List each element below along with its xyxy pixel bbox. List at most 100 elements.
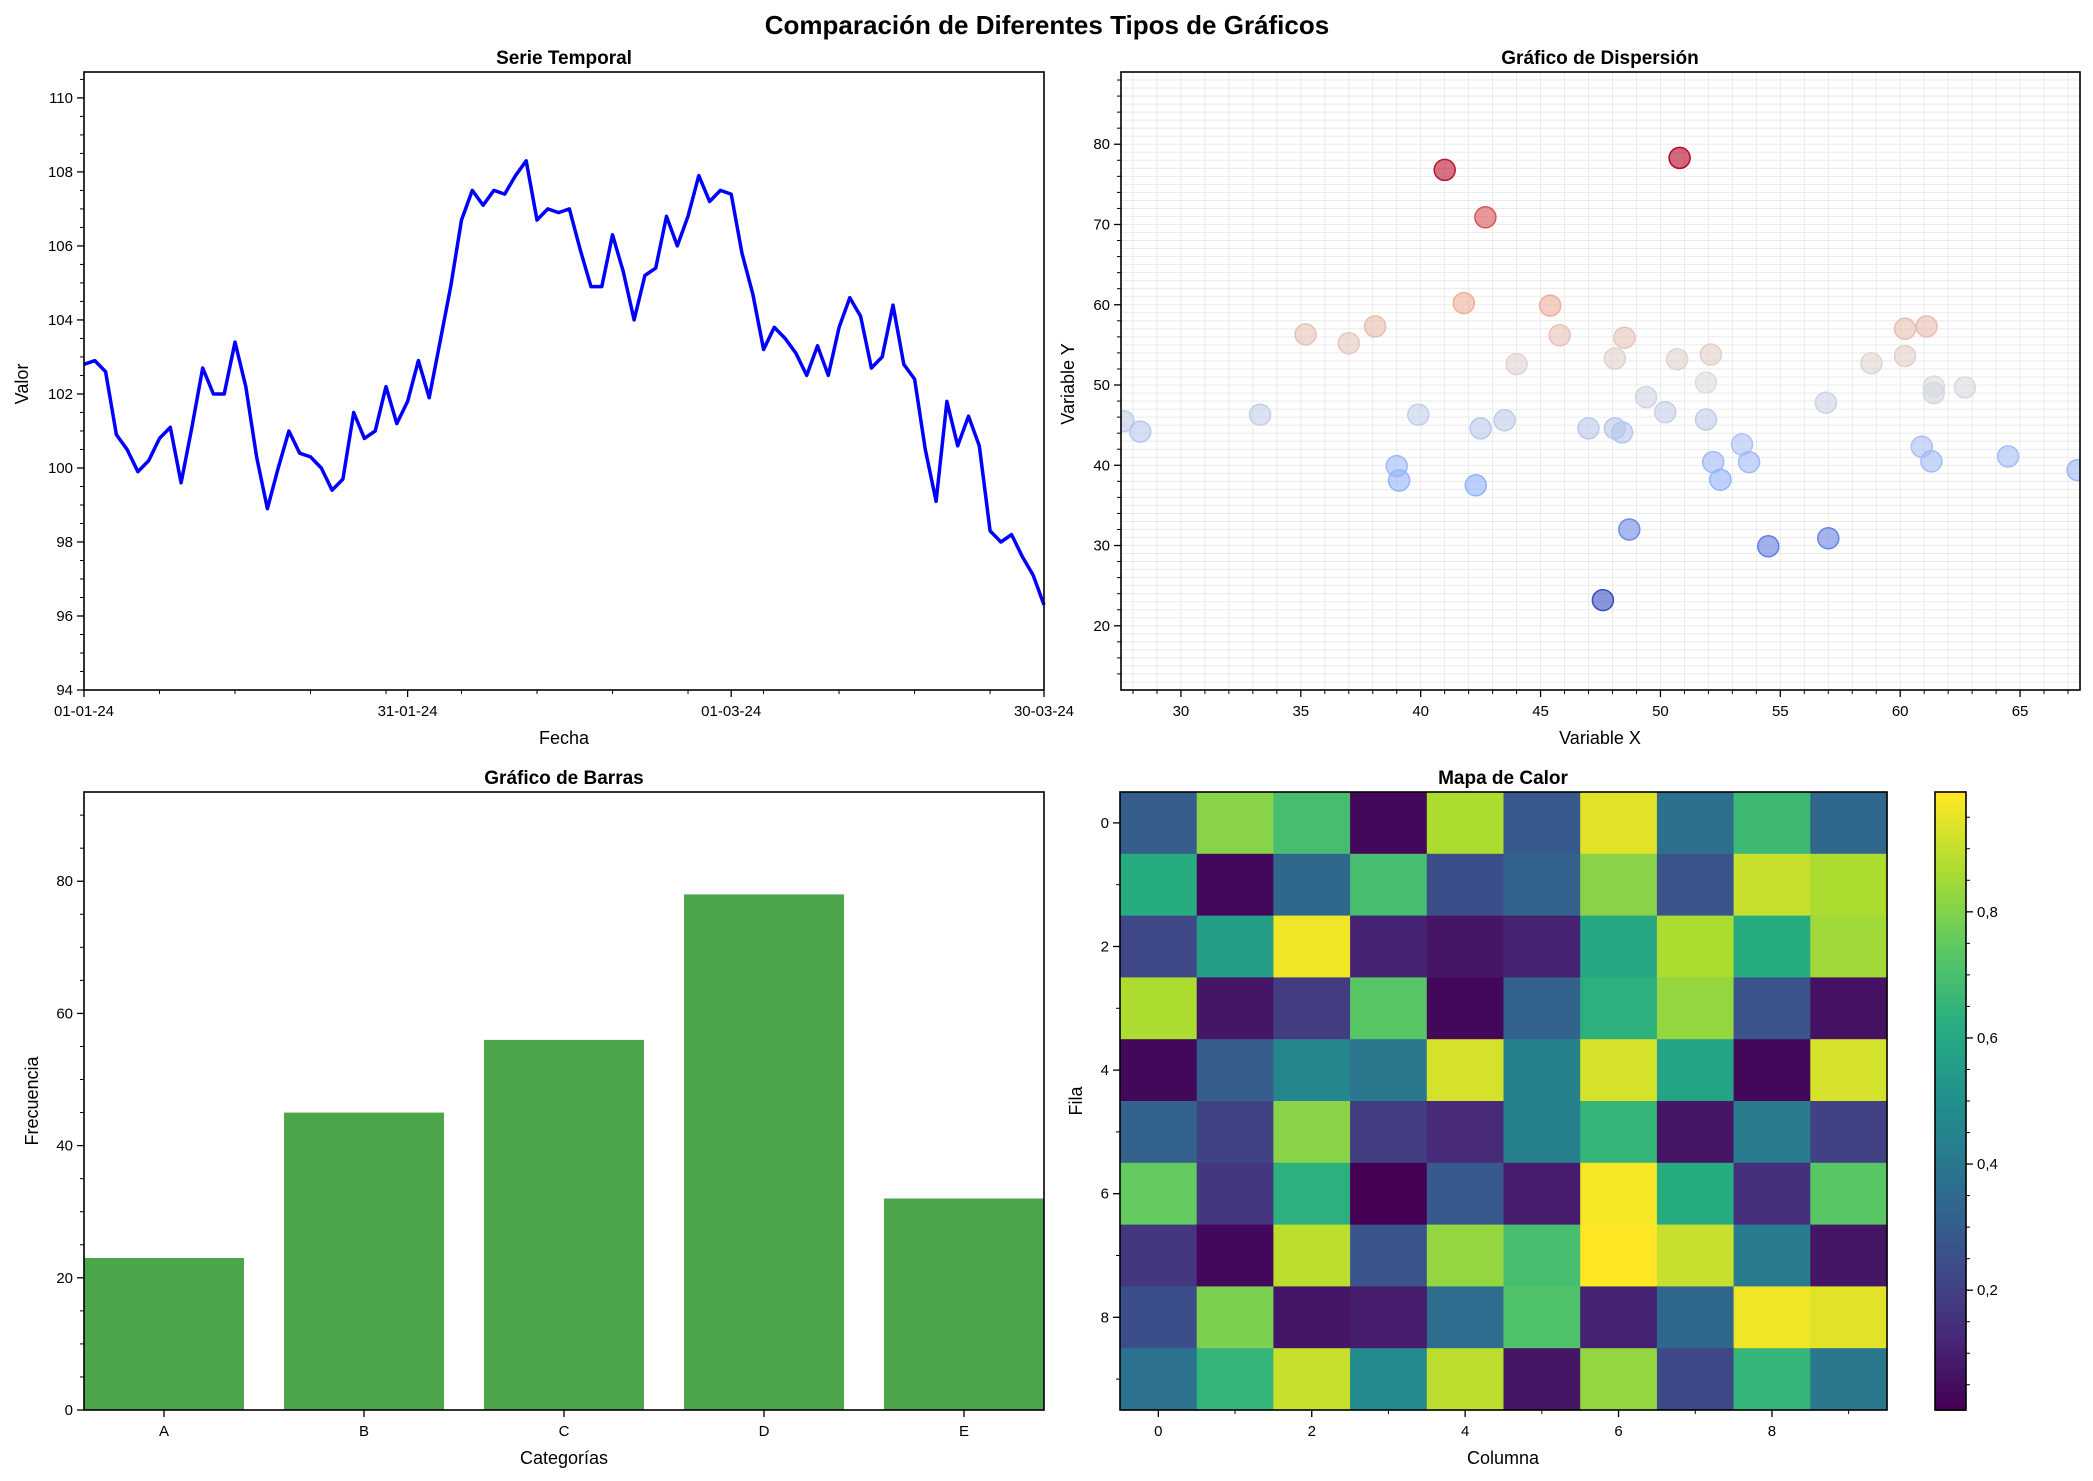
colorbar-gradient-step: [1935, 1045, 1966, 1053]
y-tick-label: 98: [56, 534, 73, 551]
scatter-point: [1505, 352, 1528, 376]
x-tick-label: 01-01-24: [54, 703, 114, 720]
scatter-point: [1433, 158, 1456, 182]
colorbar-gradient-step: [1935, 890, 1966, 898]
heatmap-cell: [1733, 1224, 1811, 1287]
heatmap-cell: [1426, 1162, 1505, 1226]
scatter-chart-xlabel: Variable X: [1559, 728, 1641, 748]
scatter-point: [1694, 408, 1718, 431]
heatmap-cell: [1810, 1162, 1888, 1226]
heatmap-cell: [1350, 977, 1428, 1040]
colorbar-gradient-step: [1935, 1131, 1966, 1139]
scatter-point: [1407, 403, 1430, 426]
heatmap-cell: [1273, 1039, 1351, 1102]
heatmap-cell: [1350, 1039, 1428, 1102]
x-tick-label: 31-01-24: [378, 703, 438, 720]
colorbar-gradient-step: [1935, 835, 1966, 843]
colorbar-gradient-step: [1935, 946, 1966, 954]
heatmap-cell: [1350, 1162, 1428, 1226]
heatmap-cell: [1273, 1162, 1351, 1226]
colorbar-gradient-step: [1935, 822, 1966, 830]
colorbar-gradient-step: [1935, 989, 1966, 997]
bar-E: [884, 1198, 1044, 1410]
y-tick-label: 94: [56, 682, 73, 699]
x-tick-label: D: [759, 1423, 770, 1440]
y-tick-label: 110: [49, 90, 73, 107]
scatter-point: [1387, 469, 1411, 492]
line-chart-title: Serie Temporal: [496, 48, 632, 69]
heatmap-cell: [1120, 1101, 1198, 1164]
heatmap-cell: [1426, 1224, 1505, 1287]
scatter-point: [1665, 348, 1689, 371]
scatter-point: [1469, 417, 1492, 440]
colorbar-gradient-step: [1935, 1366, 1966, 1374]
colorbar-gradient-step: [1935, 1298, 1966, 1306]
heatmap-cell: [1580, 1162, 1658, 1226]
heatmap-cell: [1196, 853, 1274, 917]
colorbar-gradient-step: [1935, 1181, 1966, 1189]
colorbar-gradient-step: [1935, 829, 1966, 837]
colorbar-gradient-step: [1935, 965, 1966, 973]
scatter-point: [1915, 315, 1938, 338]
colorbar-gradient-step: [1935, 1125, 1966, 1133]
colorbar-gradient-step: [1935, 1255, 1966, 1263]
colorbar-gradient-step: [1935, 853, 1966, 861]
heatmap-cell: [1580, 853, 1658, 917]
colorbar-gradient-step: [1935, 940, 1966, 948]
heatmap-cell: [1273, 1101, 1351, 1164]
scatter-point: [1548, 324, 1571, 347]
heatmap-cell: [1273, 1224, 1351, 1287]
scatter-point: [1699, 343, 1723, 366]
scatter-point: [1814, 391, 1838, 414]
colorbar-gradient-step: [1935, 1249, 1966, 1257]
x-tick-label: 65: [2012, 703, 2029, 720]
scatter-points: [1121, 146, 2080, 612]
bar-chart-frame: [83, 791, 1045, 1411]
colorbar-gradient-step: [1935, 1051, 1966, 1059]
y-tick-label: 102: [48, 386, 73, 403]
scatter-point: [1363, 315, 1387, 338]
colorbar-gradient-step: [1935, 1348, 1966, 1356]
heatmap-cell: [1810, 1286, 1888, 1349]
x-tick-label: 60: [1892, 703, 1909, 720]
colorbar-gradient-step: [1935, 878, 1966, 886]
bar-B: [284, 1112, 444, 1410]
heatmap-cell: [1733, 853, 1811, 917]
heatmap-cell: [1120, 853, 1198, 917]
heatmap-cell: [1810, 1039, 1888, 1102]
scatter-point: [1893, 344, 1917, 368]
y-tick-label: 20: [1093, 618, 1110, 635]
colorbar-gradient-step: [1935, 792, 1966, 799]
scatter-point: [1668, 146, 1691, 170]
colorbar-gradient-step: [1935, 1168, 1966, 1176]
colorbar-gradient-step: [1935, 952, 1966, 960]
colorbar: 0,2 0,4 0,6 0,8: [1935, 792, 1998, 1411]
heatmap-cell: [1656, 1039, 1735, 1102]
colorbar-gradient-step: [1935, 1372, 1966, 1380]
colorbar-gradient-step: [1935, 1391, 1966, 1399]
colorbar-gradient-step: [1935, 1212, 1966, 1220]
colorbar-gradient-step: [1935, 1224, 1966, 1232]
colorbar-gradient-step: [1935, 1187, 1966, 1195]
colorbar-gradient-step: [1935, 1057, 1966, 1065]
heatmap-cell: [1810, 853, 1888, 917]
heatmap-cell: [1273, 792, 1351, 855]
colorbar-gradient-step: [1935, 1101, 1966, 1108]
x-tick-label: 8: [1768, 1423, 1776, 1440]
scatter-point: [1452, 291, 1476, 315]
y-tick-label: 6: [1101, 1186, 1109, 1203]
heatmap-cell: [1273, 1286, 1351, 1349]
colorbar-gradient-step: [1935, 1063, 1966, 1071]
y-tick-label: 100: [48, 460, 73, 477]
colorbar-gradient-step: [1935, 1107, 1966, 1115]
bar-A: [84, 1258, 244, 1410]
y-tick-label: 106: [48, 238, 73, 255]
heatmap-cell: [1120, 1039, 1198, 1102]
x-tick-label: 0: [1154, 1423, 1162, 1440]
heatmap-cell: [1196, 1162, 1274, 1226]
heatmap-cell: [1656, 792, 1735, 855]
y-tick-label: 50: [1093, 377, 1110, 394]
heatmap-cell: [1503, 1348, 1581, 1411]
colorbar-tick-label: 0,6: [1977, 1030, 1998, 1047]
colorbar-gradient-step: [1935, 1317, 1966, 1325]
